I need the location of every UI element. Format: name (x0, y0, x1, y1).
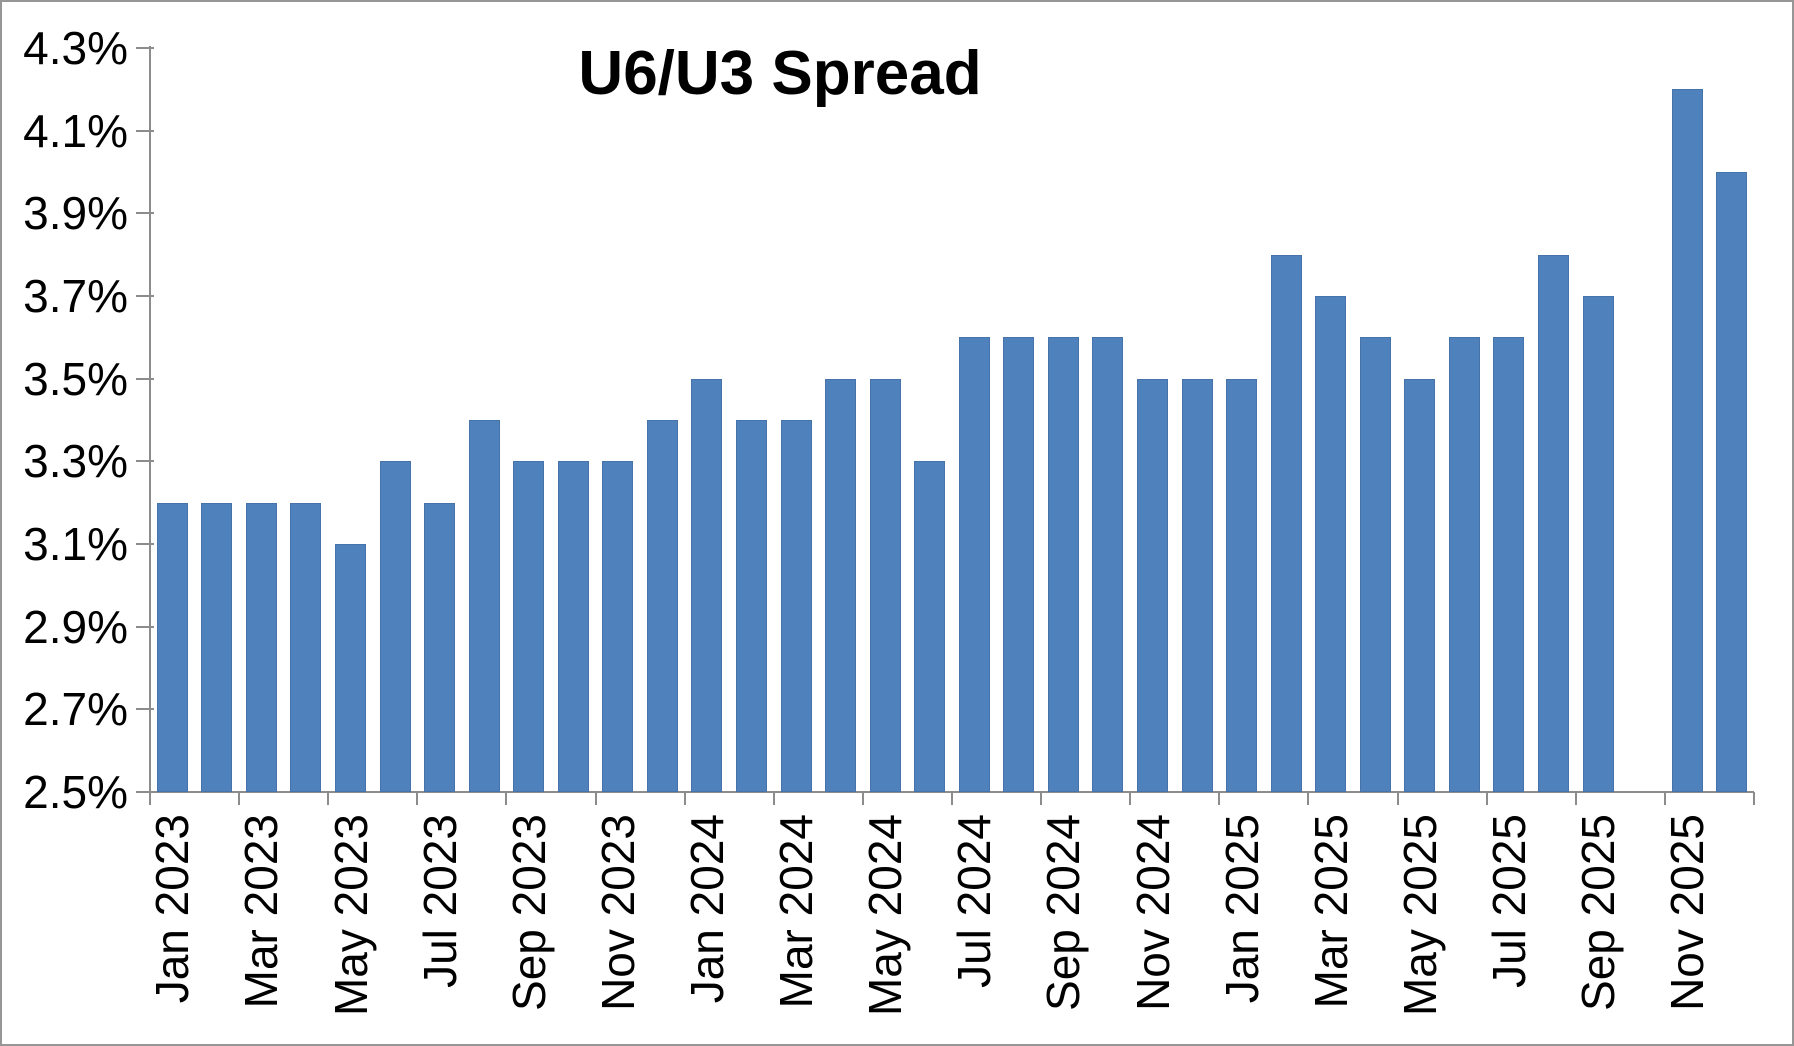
bar-dec-2023 (646, 420, 678, 792)
bar-jun-2024 (914, 461, 946, 792)
y-axis-label-4.1%: 4.1% (23, 104, 128, 157)
bar-jun-2023 (379, 461, 411, 792)
bar-jan-2024 (691, 378, 723, 792)
y-axis-label-2.9%: 2.9% (23, 600, 128, 653)
x-tick-8 (505, 792, 508, 805)
bar-feb-2024 (736, 420, 767, 792)
bar-jul-2024 (958, 337, 990, 792)
bar-nov-2025 (1671, 89, 1703, 792)
x-tick-6 (416, 792, 419, 805)
x-tick-30 (1485, 792, 1488, 805)
bar-mar-2024 (780, 420, 812, 792)
x-tick-2 (238, 792, 241, 805)
bar-sep-2023 (513, 461, 545, 792)
x-tick-28 (1396, 792, 1399, 805)
y-axis-label-3.1%: 3.1% (23, 518, 128, 570)
x-tick-0 (149, 792, 151, 805)
y-tick-3.1% (136, 543, 154, 545)
bar-jul-2023 (424, 502, 456, 792)
x-axis-label-sep-2024: Sep 2024 (1037, 814, 1090, 1011)
bar-may-2025 (1404, 378, 1436, 792)
bar-nov-2023 (602, 461, 634, 792)
bar-aug-2024 (1003, 337, 1035, 792)
x-axis-label-jan-2025: Jan 2025 (1215, 814, 1268, 1004)
y-tick-4.1% (136, 129, 154, 132)
y-tick-2.5% (136, 791, 154, 793)
bar-jan-2023 (156, 502, 188, 792)
x-axis-label-may-2025: May 2025 (1393, 814, 1446, 1017)
x-tick-14 (772, 792, 775, 805)
bar-jul-2025 (1493, 337, 1525, 792)
y-tick-3.3% (136, 460, 154, 463)
y-axis-label-3.5%: 3.5% (23, 352, 128, 405)
y-axis-label-2.7%: 2.7% (23, 683, 128, 736)
x-axis-label-jul-2024: Jul 2024 (948, 814, 1001, 988)
bar-feb-2025 (1270, 254, 1302, 792)
bar-sep-2024 (1047, 337, 1079, 792)
bar-dec-2024 (1181, 378, 1213, 792)
bar-mar-2025 (1315, 296, 1347, 792)
y-axis-label-3.9%: 3.9% (23, 187, 128, 240)
y-axis-label-4.3%: 4.3% (23, 22, 128, 74)
x-tick-4 (327, 792, 330, 805)
y-tick-3.5% (136, 377, 154, 380)
x-axis-label-jan-2024: Jan 2024 (680, 814, 733, 1004)
bar-aug-2025 (1538, 254, 1569, 792)
y-axis-line (149, 46, 151, 794)
x-axis-label-may-2023: May 2023 (324, 814, 377, 1017)
bar-oct-2024 (1092, 337, 1124, 792)
x-axis-label-nov-2024: Nov 2024 (1126, 814, 1179, 1011)
x-tick-12 (683, 792, 686, 805)
y-tick-3.9% (136, 212, 154, 215)
x-tick-34 (1663, 792, 1666, 805)
bar-aug-2023 (468, 420, 500, 792)
x-axis-label-mar-2025: Mar 2025 (1304, 814, 1357, 1009)
bar-dec-2025 (1716, 172, 1748, 792)
x-tick-26 (1307, 792, 1310, 805)
bar-nov-2024 (1137, 378, 1168, 792)
bar-oct-2023 (557, 461, 589, 792)
y-tick-2.9% (136, 625, 154, 628)
y-axis-label-2.5%: 2.5% (23, 766, 128, 818)
y-axis-label-3.3%: 3.3% (23, 435, 128, 488)
y-tick-2.7% (136, 708, 154, 711)
x-axis-label-sep-2023: Sep 2023 (502, 814, 555, 1011)
y-axis-label-3.7%: 3.7% (23, 270, 128, 322)
x-tick-10 (594, 792, 597, 805)
x-tick-18 (951, 792, 953, 805)
bar-may-2024 (869, 378, 901, 792)
x-tick-20 (1040, 792, 1043, 805)
bar-feb-2023 (201, 502, 233, 792)
x-axis-label-sep-2025: Sep 2025 (1572, 814, 1625, 1011)
bar-may-2023 (335, 544, 366, 792)
x-tick-16 (861, 792, 864, 805)
x-axis-label-may-2024: May 2024 (859, 814, 912, 1017)
x-axis-label-nov-2025: Nov 2025 (1661, 814, 1714, 1011)
y-tick-4.3% (136, 47, 154, 49)
bar-mar-2023 (245, 502, 277, 792)
x-axis-label-jul-2025: Jul 2025 (1482, 814, 1535, 988)
chart-title: U6/U3 Spread (578, 39, 982, 108)
bar-jun-2025 (1448, 337, 1480, 792)
x-axis-label-mar-2023: Mar 2023 (235, 814, 288, 1009)
y-tick-3.7% (136, 295, 154, 297)
x-axis-label-mar-2024: Mar 2024 (770, 814, 823, 1009)
x-tick-32 (1574, 792, 1577, 805)
bar-apr-2023 (290, 502, 322, 792)
bar-sep-2025 (1582, 296, 1614, 792)
bar-jan-2025 (1226, 378, 1258, 792)
x-tick-24 (1218, 792, 1221, 805)
x-axis-label-jul-2023: Jul 2023 (413, 814, 466, 988)
x-tick-36 (1753, 792, 1755, 805)
bar-apr-2025 (1359, 337, 1391, 792)
x-axis-label-nov-2023: Nov 2023 (591, 814, 644, 1011)
x-axis-label-jan-2023: Jan 2023 (146, 814, 199, 1004)
x-tick-22 (1129, 792, 1132, 805)
bar-apr-2024 (825, 378, 857, 792)
